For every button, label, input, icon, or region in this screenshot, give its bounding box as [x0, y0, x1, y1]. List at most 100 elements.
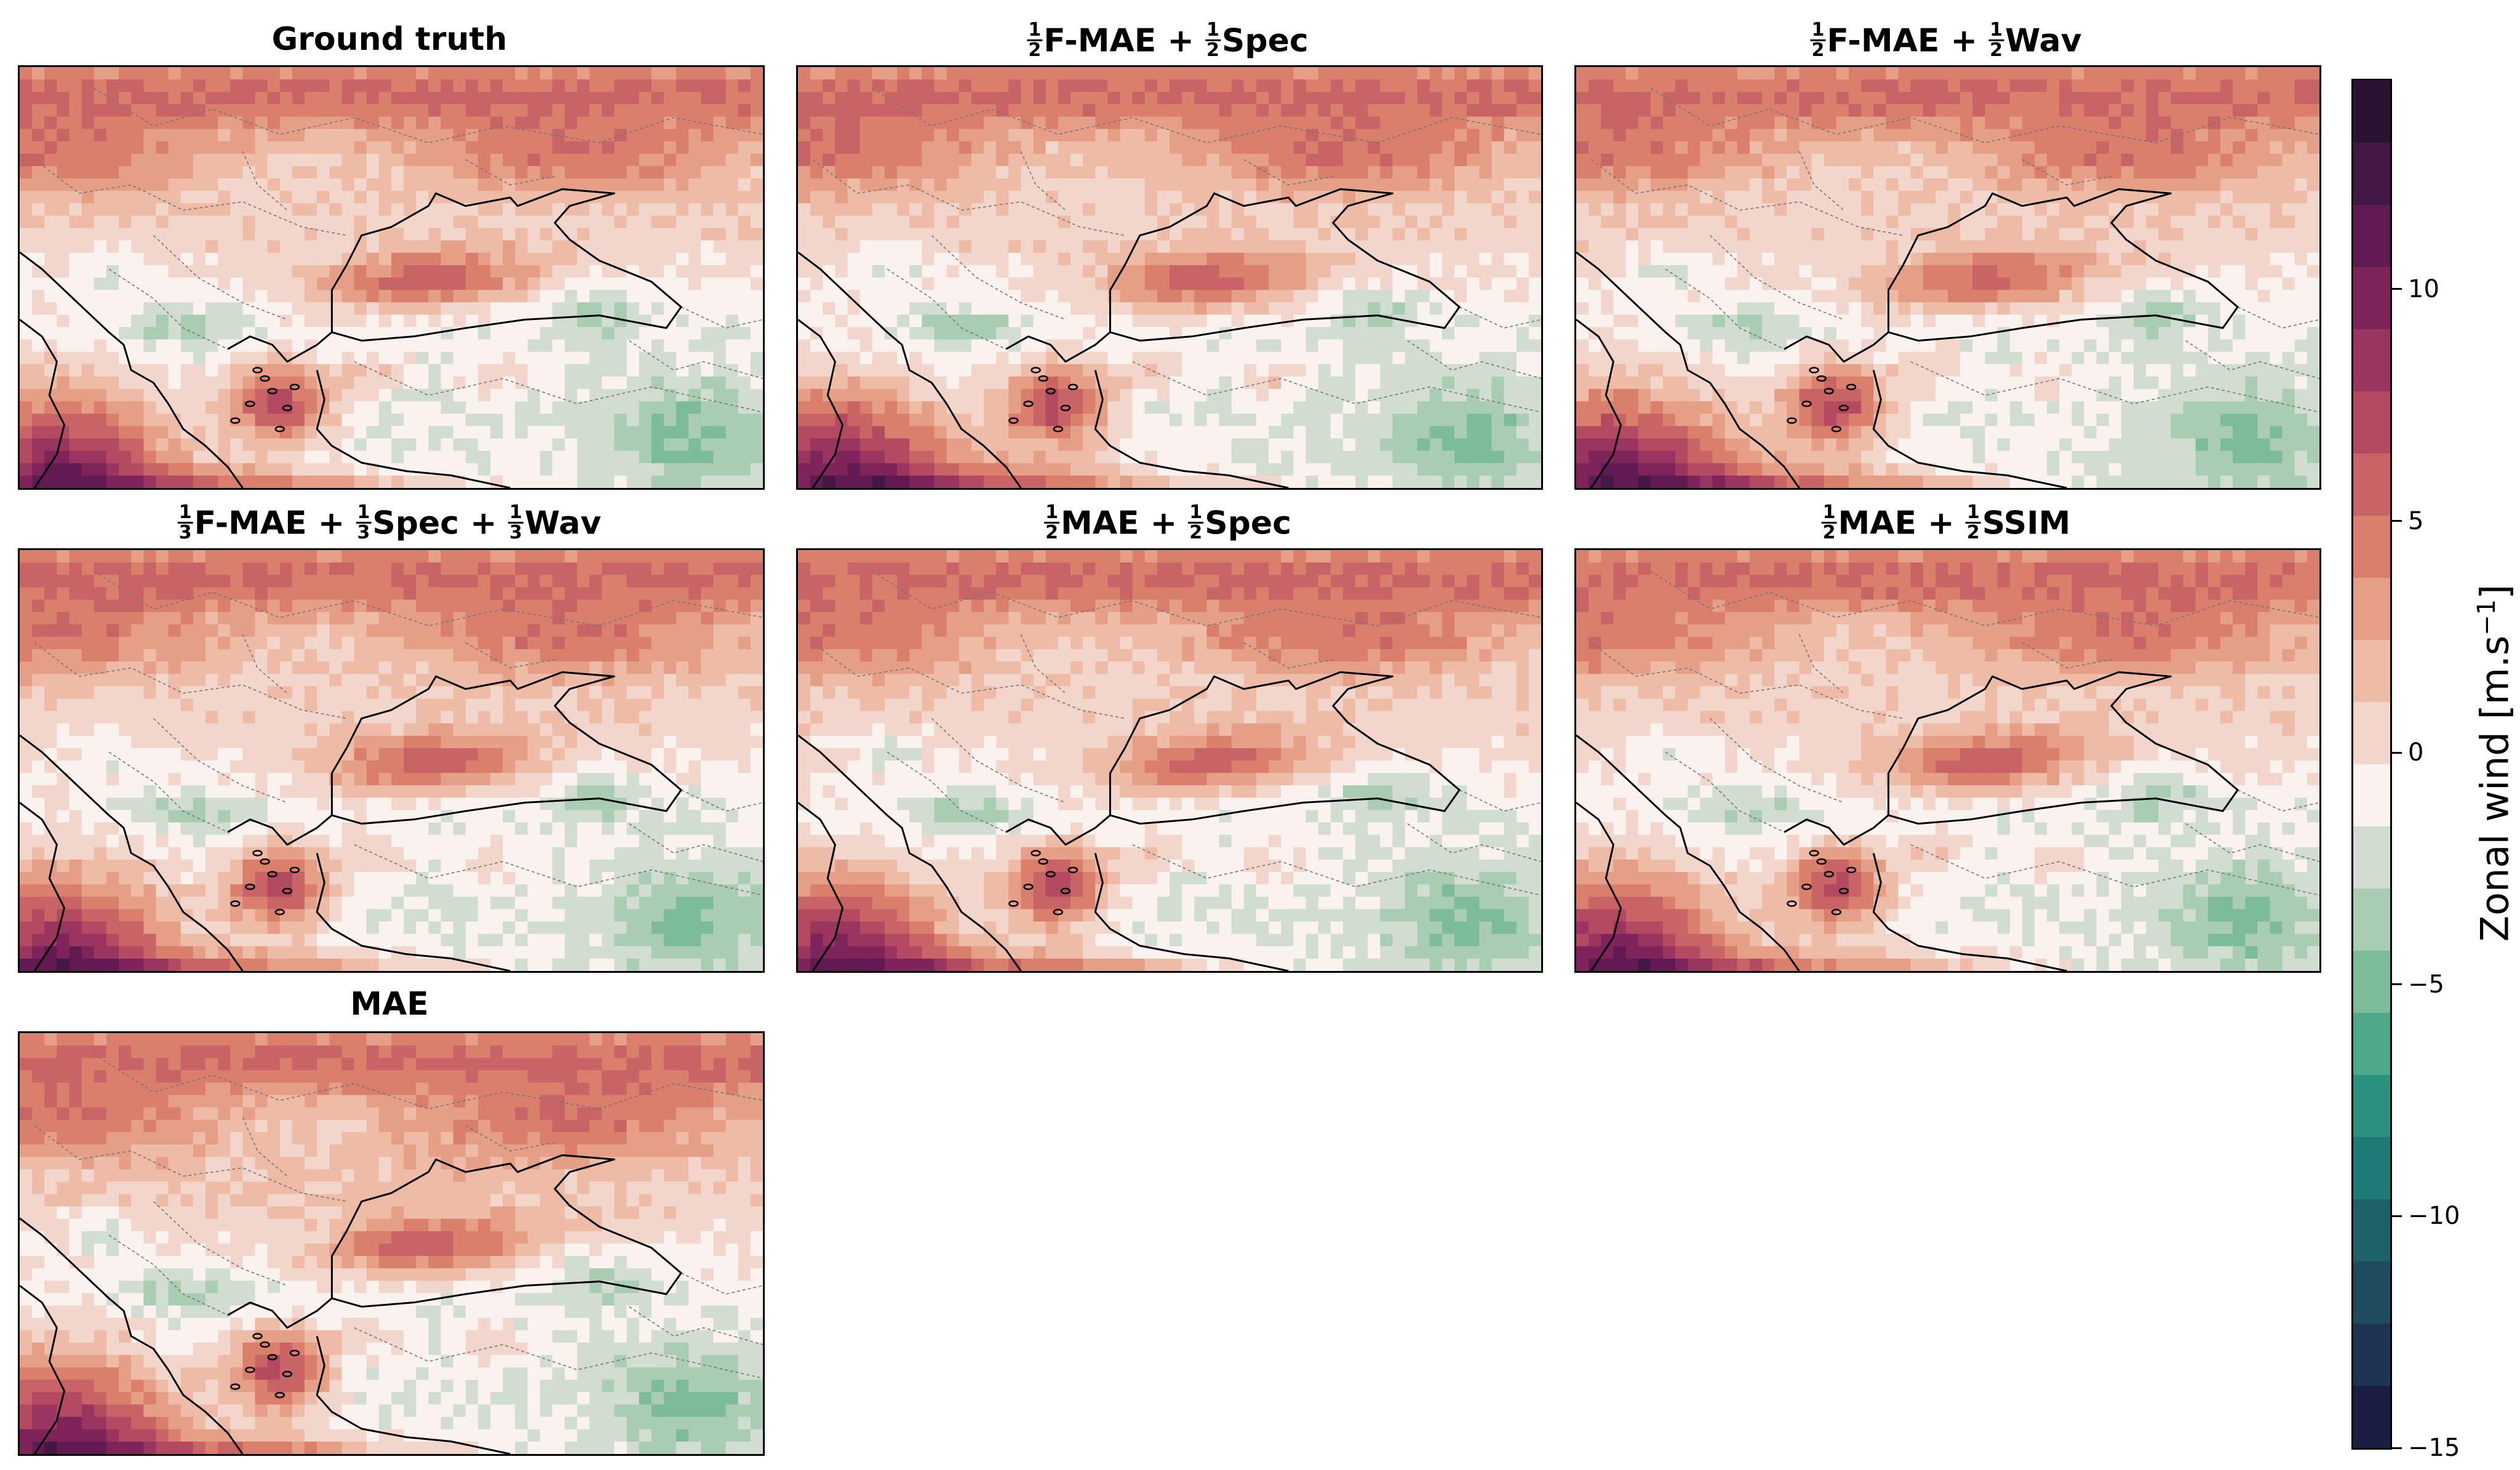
field-cell [1948, 191, 1961, 204]
field-cell [441, 252, 454, 266]
field-cell [750, 129, 763, 142]
field-cell [2294, 228, 2308, 241]
field-cell [835, 252, 848, 266]
field-cell [143, 92, 157, 105]
field-cell [1491, 104, 1505, 118]
field-cell [1070, 463, 1083, 476]
field-cell [959, 278, 972, 290]
field-cell [428, 438, 442, 452]
field-cell [2183, 228, 2196, 241]
field-cell [577, 438, 590, 452]
field-cell [701, 426, 714, 439]
field-cell [1306, 129, 1319, 142]
field-cell [1120, 351, 1133, 365]
field-cell [1355, 240, 1368, 254]
country-border [1132, 361, 1541, 413]
field-cell [1330, 463, 1344, 476]
field-cell [922, 463, 935, 476]
field-cell [81, 129, 95, 142]
field-cell [267, 79, 281, 92]
field-cell [1650, 92, 1664, 105]
field-cell [1429, 104, 1443, 118]
field-cell [750, 116, 763, 130]
field-cell [193, 166, 206, 179]
field-cell [57, 67, 70, 80]
field-cell [971, 426, 984, 439]
field-cell [503, 401, 516, 414]
field-cell [1368, 141, 1381, 154]
field-cell [1417, 67, 1430, 80]
field-cell [416, 166, 429, 179]
field-cell [168, 153, 181, 167]
field-cell [106, 240, 119, 254]
field-cell [897, 116, 910, 130]
field-cell [823, 450, 835, 464]
field-cell [1380, 364, 1393, 377]
field-cell [81, 401, 95, 414]
field-cell [984, 475, 997, 488]
field-cell [1675, 92, 1688, 105]
field-cell [1749, 203, 1763, 217]
field-cell [738, 129, 751, 142]
field-cell [1417, 351, 1430, 365]
field-cell [69, 364, 82, 377]
field-cell [1318, 141, 1331, 154]
field-cell [230, 278, 243, 290]
field-cell [810, 376, 823, 389]
field-cell [750, 278, 763, 290]
field-cell [1972, 116, 1985, 130]
field-cell [1675, 228, 1688, 241]
field-cell [180, 67, 194, 80]
field-cell [1491, 426, 1505, 439]
field-cell [1231, 191, 1245, 204]
field-cell [614, 450, 628, 464]
field-cell [626, 166, 640, 179]
field-cell [810, 278, 823, 290]
field-cell [1380, 166, 1393, 179]
field-cell [1873, 203, 1886, 217]
field-cell [971, 438, 984, 452]
field-cell [1576, 166, 1589, 179]
field-cell [1948, 79, 1961, 92]
field-cell [1504, 401, 1517, 414]
field-cell [626, 426, 640, 439]
field-cell [1256, 228, 1269, 241]
field-cell [255, 67, 268, 80]
field-cell [1749, 92, 1763, 105]
field-cell [1985, 67, 1998, 80]
field-cell [1479, 252, 1493, 266]
field-cell [1182, 178, 1195, 191]
field-cell [81, 79, 95, 92]
field-cell [1662, 129, 1676, 142]
field-cell [1417, 104, 1430, 118]
field-cell [1269, 141, 1282, 154]
field-cell [934, 401, 947, 414]
field-cell [156, 228, 169, 241]
field-cell [1589, 191, 1601, 204]
field-cell [540, 401, 553, 414]
field-cell [119, 463, 132, 476]
field-cell [1972, 67, 1985, 80]
field-cell [1318, 129, 1331, 142]
field-cell [1219, 104, 1232, 118]
field-cell [305, 364, 317, 377]
field-cell [984, 141, 997, 154]
field-cell [859, 265, 873, 278]
field-cell [1132, 265, 1146, 278]
field-cell [94, 166, 107, 179]
field-cell [378, 228, 392, 241]
field-cell [255, 252, 268, 266]
field-cell [1281, 327, 1294, 340]
field-cell [2294, 178, 2308, 191]
field-cell [1625, 240, 1639, 254]
field-cell [416, 116, 429, 130]
field-cell [32, 141, 45, 154]
field-cell [959, 116, 972, 130]
field-cell [193, 413, 206, 427]
field-cell [1293, 166, 1307, 179]
field-cell [1441, 141, 1455, 154]
field-cell [1725, 153, 1738, 167]
field-cell [564, 92, 578, 105]
field-cell [193, 228, 206, 241]
field-cell [823, 203, 835, 217]
